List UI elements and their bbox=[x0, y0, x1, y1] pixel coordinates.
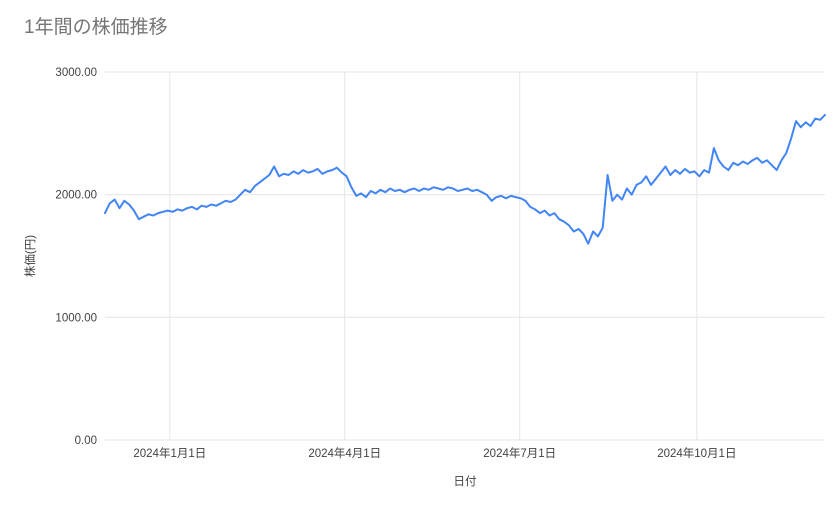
y-tick-label: 3000.00 bbox=[55, 67, 97, 79]
y-tick-label: 0.00 bbox=[75, 435, 97, 447]
price-series-line bbox=[104, 113, 826, 245]
x-axis-title: 日付 bbox=[453, 476, 477, 488]
y-tick-label: 1000.00 bbox=[55, 312, 97, 324]
x-tick-label: 2024年7月1日 bbox=[483, 446, 556, 460]
x-tick-label: 2024年1月1日 bbox=[133, 446, 206, 460]
chart-title: 1年間の株価推移 bbox=[24, 17, 168, 38]
y-tick-label: 2000.00 bbox=[55, 190, 97, 202]
x-tick-label: 2024年4月1日 bbox=[308, 446, 381, 460]
x-tick-label: 2024年10月1日 bbox=[657, 446, 736, 460]
